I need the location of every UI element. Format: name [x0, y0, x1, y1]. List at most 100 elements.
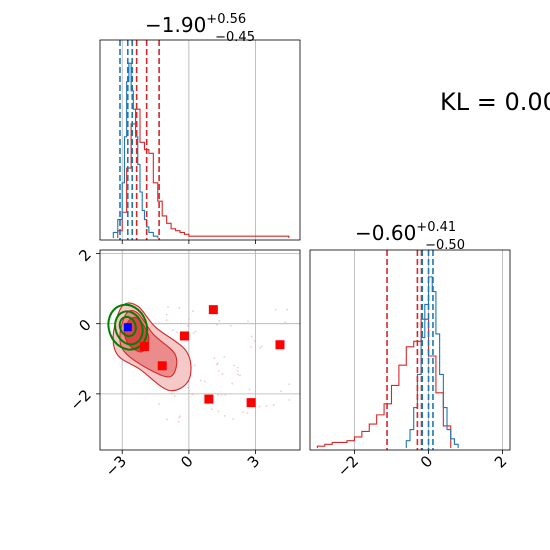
- scatter-dot: [165, 313, 168, 316]
- scatter-dot: [158, 403, 160, 405]
- scatter-dot: [249, 346, 252, 348]
- scatter-dot: [232, 418, 235, 421]
- scatter-dot: [218, 320, 221, 322]
- scatter-dot: [186, 324, 189, 327]
- quantile-lines: [119, 40, 160, 240]
- x-ticks: [121, 240, 256, 244]
- scatter-dot: [177, 420, 180, 423]
- scatter-dot: [216, 323, 218, 326]
- scatter-dot: [167, 306, 169, 309]
- truth-marker: [123, 323, 132, 332]
- histogram-series: [405, 276, 459, 448]
- green-contour: [118, 315, 137, 338]
- truth-marker: [123, 323, 132, 332]
- panel-x1-marginal: −1.90+0.56 −0.45: [99, 12, 301, 244]
- scatter-dot: [203, 380, 206, 383]
- scatter-dot: [188, 318, 190, 321]
- red-square-markers: [139, 305, 285, 408]
- panel-title: −1.90+0.56 −0.45: [145, 12, 255, 45]
- scatter-dot: [258, 405, 261, 408]
- tick-label: −3: [102, 452, 130, 480]
- scatter-dot: [288, 399, 291, 401]
- scatter-dot: [236, 366, 239, 369]
- scatter-dot: [265, 405, 268, 408]
- scatter-dot: [253, 340, 256, 343]
- scatter-dot: [231, 382, 234, 385]
- scatter-dot: [217, 394, 219, 396]
- scatter-dot: [242, 411, 244, 413]
- scatter-dot: [213, 357, 216, 360]
- tick-label: 0: [417, 452, 436, 471]
- red-square-marker: [275, 340, 285, 350]
- scatter-dot: [194, 330, 197, 333]
- scatter-dot: [223, 356, 226, 358]
- red-square-marker: [139, 341, 149, 351]
- axes-frame: [99, 39, 301, 241]
- scatter-dot: [173, 395, 176, 397]
- scatter-dot: [165, 319, 168, 322]
- histogram-series: [112, 62, 159, 238]
- green-contour: [114, 310, 144, 346]
- green-contours: [107, 303, 149, 351]
- scatter-dot: [179, 415, 182, 418]
- histogram-series: [117, 108, 290, 238]
- scatter-dot: [186, 386, 189, 389]
- scatter-dot: [246, 412, 249, 414]
- scatter-dot: [233, 364, 235, 367]
- scatter-dot: [193, 364, 196, 367]
- scatter-dot: [280, 390, 282, 393]
- scatter-dot: [247, 320, 249, 323]
- red-square-marker: [179, 331, 189, 341]
- scatter-dot: [172, 329, 174, 331]
- scatter-dot: [259, 346, 262, 349]
- quantile-lines: [386, 250, 434, 450]
- scatter-dot: [170, 392, 173, 395]
- scatter-dot: [288, 383, 291, 386]
- scatter-dot: [176, 331, 178, 334]
- scatter-dot: [272, 404, 275, 406]
- y-ticks: −2 0 2: [66, 246, 100, 414]
- panel-joint: −3 0 3 −2 0 2: [66, 246, 301, 480]
- scatter-dot: [236, 369, 239, 372]
- scatter-dot: [178, 306, 181, 309]
- scatter-dot: [237, 373, 239, 376]
- scatter-dot: [217, 410, 220, 413]
- scatter-dot: [199, 379, 202, 382]
- histograms: [316, 276, 459, 448]
- scatter-dot: [284, 321, 287, 324]
- panel-title: −0.60+0.41 −0.50: [355, 220, 465, 253]
- red-square-marker: [157, 361, 167, 371]
- histograms: [112, 62, 290, 238]
- tick-label: −2: [66, 386, 94, 414]
- scatter-dot: [211, 408, 213, 411]
- scatter-dot: [239, 374, 241, 377]
- scatter-dot: [229, 324, 232, 327]
- red-square-marker: [204, 394, 214, 404]
- scatter-dot: [221, 373, 224, 375]
- histogram-series: [316, 318, 452, 448]
- scatter-dot: [220, 393, 223, 396]
- axes-frame: [309, 249, 511, 451]
- scatter-dot: [217, 370, 220, 372]
- panel-x2-marginal: −2 0 2 −0.60+0.41 −0.50: [309, 220, 511, 480]
- scatter-dot: [260, 345, 263, 348]
- scatter-dot: [191, 393, 194, 396]
- tick-label: 0: [177, 452, 196, 471]
- scatter-dot: [223, 415, 226, 417]
- axes-frame: [99, 249, 301, 451]
- tick-label: 3: [244, 452, 263, 471]
- scatter-dot: [224, 393, 227, 396]
- red-square-marker: [208, 305, 218, 315]
- scatter-dot: [192, 332, 195, 335]
- tick-label: 2: [491, 452, 510, 471]
- scatter-dot: [216, 363, 218, 366]
- x-ticks: −3 0 3: [102, 450, 263, 480]
- scatter-dot: [250, 335, 253, 338]
- background-scatter: [155, 306, 291, 423]
- tick-label: −2: [334, 452, 362, 480]
- tick-label: 2: [75, 246, 94, 265]
- x-ticks: −2 0 2: [334, 450, 510, 480]
- green-contour: [107, 303, 149, 351]
- red-square-marker: [246, 398, 256, 408]
